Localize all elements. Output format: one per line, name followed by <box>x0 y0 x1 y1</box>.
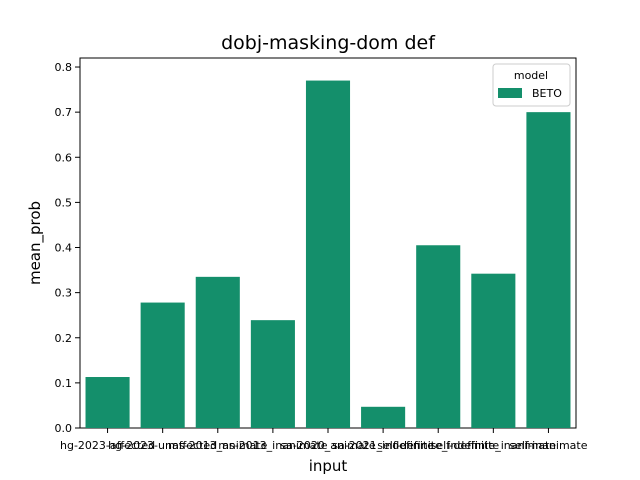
y-tick-label: 0.6 <box>55 151 73 164</box>
x-tick-label: hg-2023-unaffected <box>108 439 217 452</box>
x-tick-label: self-inanimate <box>509 439 587 452</box>
y-tick-label: 0.7 <box>55 106 73 119</box>
x-tick-label: ms-2013_inanimate <box>218 439 327 452</box>
y-axis-title: mean_prob <box>26 201 45 285</box>
x-tick-label: sa-2020_animate <box>280 439 375 452</box>
bar <box>305 80 351 428</box>
legend-swatch <box>498 88 522 98</box>
y-tick-label: 0.8 <box>55 61 73 74</box>
x-axis: hg-2023-affectedhg-2023-unaffectedms-201… <box>60 428 588 452</box>
y-tick-label: 0.1 <box>55 377 73 390</box>
x-axis-title: input <box>309 457 348 475</box>
bar <box>250 320 295 428</box>
x-tick-label: sa-2021_indefinite <box>332 439 434 452</box>
y-axis: 0.0 0.1 0.2 0.3 0.4 0.5 0.6 0.7 0.8 <box>55 61 80 435</box>
x-tick-label: hg-2023-affected <box>60 439 155 452</box>
y-tick-label: 0.5 <box>55 196 73 209</box>
bar <box>361 406 406 428</box>
bar <box>526 112 571 429</box>
chart-title: dobj-masking-dom def <box>221 32 436 54</box>
x-tick-label: self-definite_inanimate <box>431 439 557 452</box>
y-tick-label: 0.0 <box>55 422 73 435</box>
x-tick-label: ms-2013_animate <box>168 439 267 452</box>
x-tick-label: self-definite_indefinite <box>377 439 499 452</box>
legend-label: BETO <box>532 87 562 100</box>
y-tick-label: 0.3 <box>55 287 73 300</box>
bar <box>416 245 461 428</box>
legend: model BETO <box>492 63 571 107</box>
y-tick-label: 0.2 <box>55 332 73 345</box>
bar <box>140 302 185 428</box>
bar <box>195 276 240 428</box>
legend-title: model <box>514 69 548 82</box>
bar <box>471 273 516 428</box>
bar <box>85 377 130 428</box>
bar-series <box>85 80 571 429</box>
y-tick-label: 0.4 <box>55 242 73 255</box>
